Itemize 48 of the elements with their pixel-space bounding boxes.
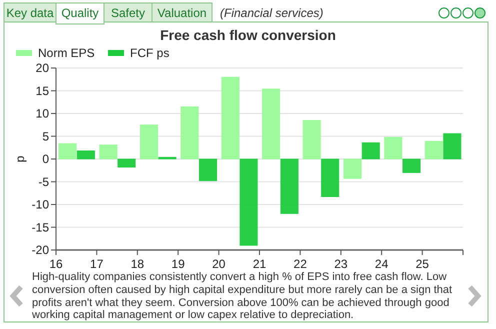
bar <box>280 158 298 214</box>
y-tick-label: 20 <box>36 61 50 75</box>
bar <box>99 144 118 160</box>
y-tick-label: 15 <box>36 84 50 98</box>
bar <box>140 124 158 160</box>
legend-label: FCF ps <box>130 46 170 60</box>
bar <box>118 158 136 168</box>
x-tick-label: 20 <box>212 257 226 271</box>
x-tick-label: 21 <box>252 257 266 271</box>
bar <box>180 106 199 160</box>
text: Key data <box>6 6 54 20</box>
bar <box>58 143 77 160</box>
x-tick-label: 18 <box>130 257 144 271</box>
y-tick-label: -15 <box>32 220 50 234</box>
bar <box>321 158 340 198</box>
chart-title: Free cash flow conversion <box>160 27 336 43</box>
bar <box>443 133 462 160</box>
legend-label: Norm EPS <box>38 46 95 60</box>
y-tick-label: 10 <box>36 106 50 120</box>
chart-subtitle: (Financial services) <box>220 6 324 20</box>
text: Safety <box>110 6 146 20</box>
x-tick-label: 16 <box>49 257 63 271</box>
y-tick-label: -20 <box>32 243 50 257</box>
y-axis-title: p <box>13 155 27 162</box>
y-tick-label: 5 <box>42 129 50 144</box>
text: High-quality companies consistently convert a high % of EPS into free cash flow. Low conversion often caused by high capital expenditure but more rarely can be a sign that profits aren't what they seem. Conversion above 100% can be achieved through good working capital management or low capex relative to depreciation. <box>32 271 454 322</box>
text: Quality <box>61 6 99 20</box>
x-tick-label: 23 <box>334 257 348 271</box>
text: Valuation <box>157 6 207 20</box>
bar <box>384 136 402 160</box>
bar <box>362 142 380 160</box>
x-tick-label: 24 <box>374 257 389 271</box>
y-tick-label: -10 <box>32 198 50 212</box>
y-tick-label: 0 <box>42 152 50 166</box>
bar <box>262 88 280 160</box>
x-tick-label: 17 <box>90 257 104 271</box>
bar <box>76 150 95 160</box>
x-tick-label: 22 <box>294 257 308 271</box>
bar <box>302 120 321 160</box>
bar <box>199 158 218 182</box>
bar <box>221 76 240 160</box>
bar <box>402 158 421 173</box>
x-tick-label: 25 <box>416 257 430 271</box>
x-tick-label: 19 <box>171 257 186 271</box>
bar <box>344 158 362 179</box>
bar <box>424 141 443 160</box>
bar <box>240 158 258 246</box>
y-tick-label: -5 <box>38 174 50 189</box>
